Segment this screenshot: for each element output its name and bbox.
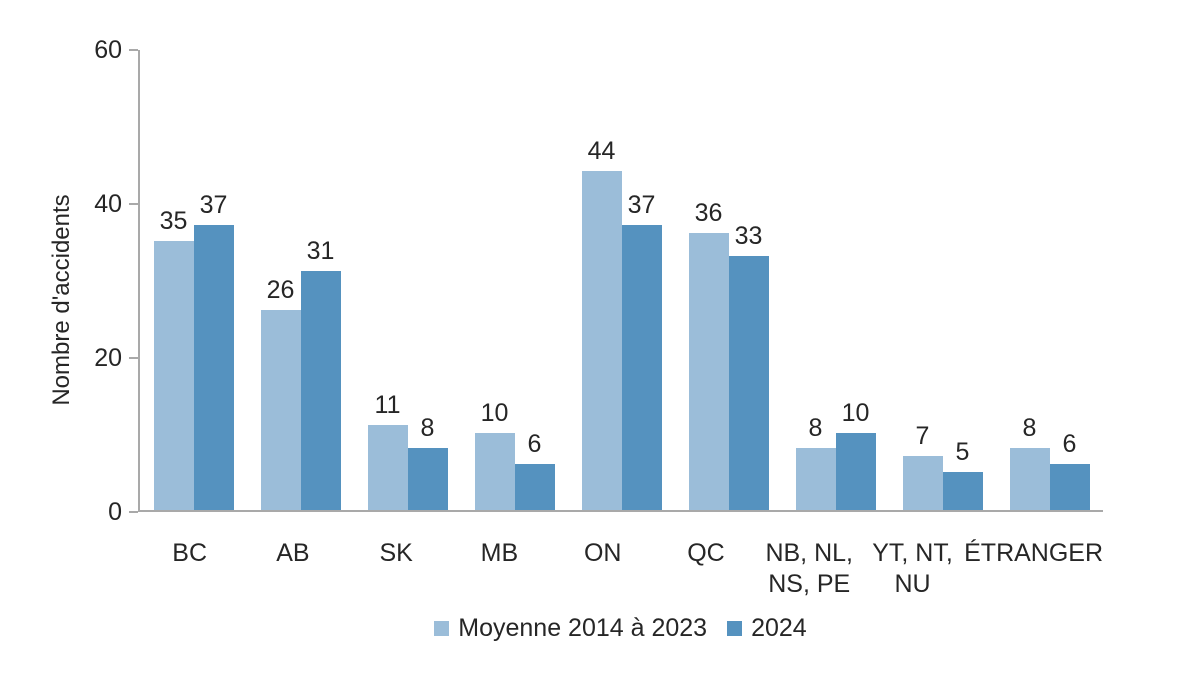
plot-area: 0 20 40 60 35 37 26 31 11 8 10 6 44 37 36 33 8 10 7 5 8 6 xyxy=(94,36,1103,526)
bar-moyenne-2014-2023: 7 xyxy=(902,422,943,510)
bar-value-label: 11 xyxy=(374,391,401,420)
bar-group: 10 6 xyxy=(461,50,568,510)
bar-moyenne-2014-2023: 44 xyxy=(581,137,622,510)
bar-value-label: 8 xyxy=(808,414,823,443)
bar-value-label: 10 xyxy=(841,399,870,427)
bar-group: 26 31 xyxy=(247,50,354,510)
legend-item: 2024 xyxy=(727,614,807,643)
bar-value-label: 6 xyxy=(527,429,542,458)
bar-moyenne-2014-2023: 36 xyxy=(688,199,729,510)
legend-swatch-icon xyxy=(727,621,743,636)
bar-group: 44 37 xyxy=(568,50,675,510)
bar-value-label: 8 xyxy=(420,414,435,443)
bar-value-label: 26 xyxy=(266,275,295,304)
x-category-label: AB xyxy=(276,539,310,567)
bar-2024: 37 xyxy=(193,191,234,510)
x-axis-category-labels: BC AB SK MB ON QC NB, NL, NS, PE YT, NT, NU ÉTRA… xyxy=(138,538,1103,600)
bar-value-label: 10 xyxy=(480,399,509,427)
bar-value-label: 6 xyxy=(1062,429,1077,458)
bar-moyenne-2014-2023: 8 xyxy=(795,414,836,510)
x-category-label: YT, NT, NU xyxy=(872,539,953,598)
bar-group: 35 37 xyxy=(140,50,247,510)
bar-value-label: 7 xyxy=(915,422,930,451)
y-tick-mark xyxy=(129,49,138,51)
bar-moyenne-2014-2023: 8 xyxy=(1009,414,1050,510)
legend-item: Moyenne 2014 à 2023 xyxy=(434,614,707,643)
bar-value-label: 35 xyxy=(159,206,188,235)
bar-moyenne-2014-2023: 11 xyxy=(367,391,408,510)
legend-label: Moyenne 2014 à 2023 xyxy=(458,614,708,642)
x-category-label: NB, NL, NS, PE xyxy=(765,539,853,598)
bar-value-label: 31 xyxy=(306,237,335,266)
bar-moyenne-2014-2023: 35 xyxy=(153,207,194,510)
legend: Moyenne 2014 à 2023 2024 xyxy=(138,614,1103,643)
bar-value-label: 36 xyxy=(694,198,723,227)
bar-2024: 33 xyxy=(728,222,769,510)
x-category-label: SK xyxy=(379,539,413,567)
bar-moyenne-2014-2023: 26 xyxy=(260,276,301,510)
bar-value-label: 5 xyxy=(955,437,970,466)
bar-group: 8 10 xyxy=(782,50,889,510)
x-category-label: BC xyxy=(172,539,207,567)
bar-2024: 6 xyxy=(1049,430,1090,510)
y-tick-label: 20 xyxy=(94,344,122,372)
legend-label: 2024 xyxy=(751,614,807,642)
bar-2024: 37 xyxy=(621,191,662,510)
x-category-label: QC xyxy=(687,539,725,567)
bar-group: 11 8 xyxy=(354,50,461,510)
y-tick-label: 0 xyxy=(108,498,122,526)
bar-value-label: 37 xyxy=(627,191,656,220)
bar-group: 36 33 xyxy=(675,50,782,510)
bar-value-label: 44 xyxy=(587,137,616,166)
y-tick-label: 60 xyxy=(94,36,122,64)
bar-2024: 10 xyxy=(835,399,876,510)
x-category-label: MB xyxy=(480,539,519,567)
y-tick-mark xyxy=(129,511,138,513)
bar-2024: 5 xyxy=(942,438,983,510)
bar-value-label: 8 xyxy=(1022,414,1037,443)
y-tick-label: 40 xyxy=(94,190,122,218)
bar-moyenne-2014-2023: 10 xyxy=(474,399,515,510)
bar-2024: 31 xyxy=(300,237,341,510)
y-tick-mark xyxy=(129,203,138,205)
y-axis-title: Nombre d'accidents xyxy=(48,194,75,406)
y-tick-mark xyxy=(129,357,138,359)
x-category-label: ON xyxy=(583,539,622,567)
bar-value-label: 37 xyxy=(199,191,228,220)
bar-2024: 6 xyxy=(514,430,555,510)
legend-swatch-icon xyxy=(434,621,450,636)
bar-value-label: 33 xyxy=(734,221,763,250)
bar-series-area: 35 37 26 31 11 8 10 6 44 37 36 33 8 10 7 5 8 6 xyxy=(140,50,1103,510)
bar-2024: 8 xyxy=(407,414,448,510)
x-category-label: ÉTRANGER xyxy=(964,539,1104,567)
